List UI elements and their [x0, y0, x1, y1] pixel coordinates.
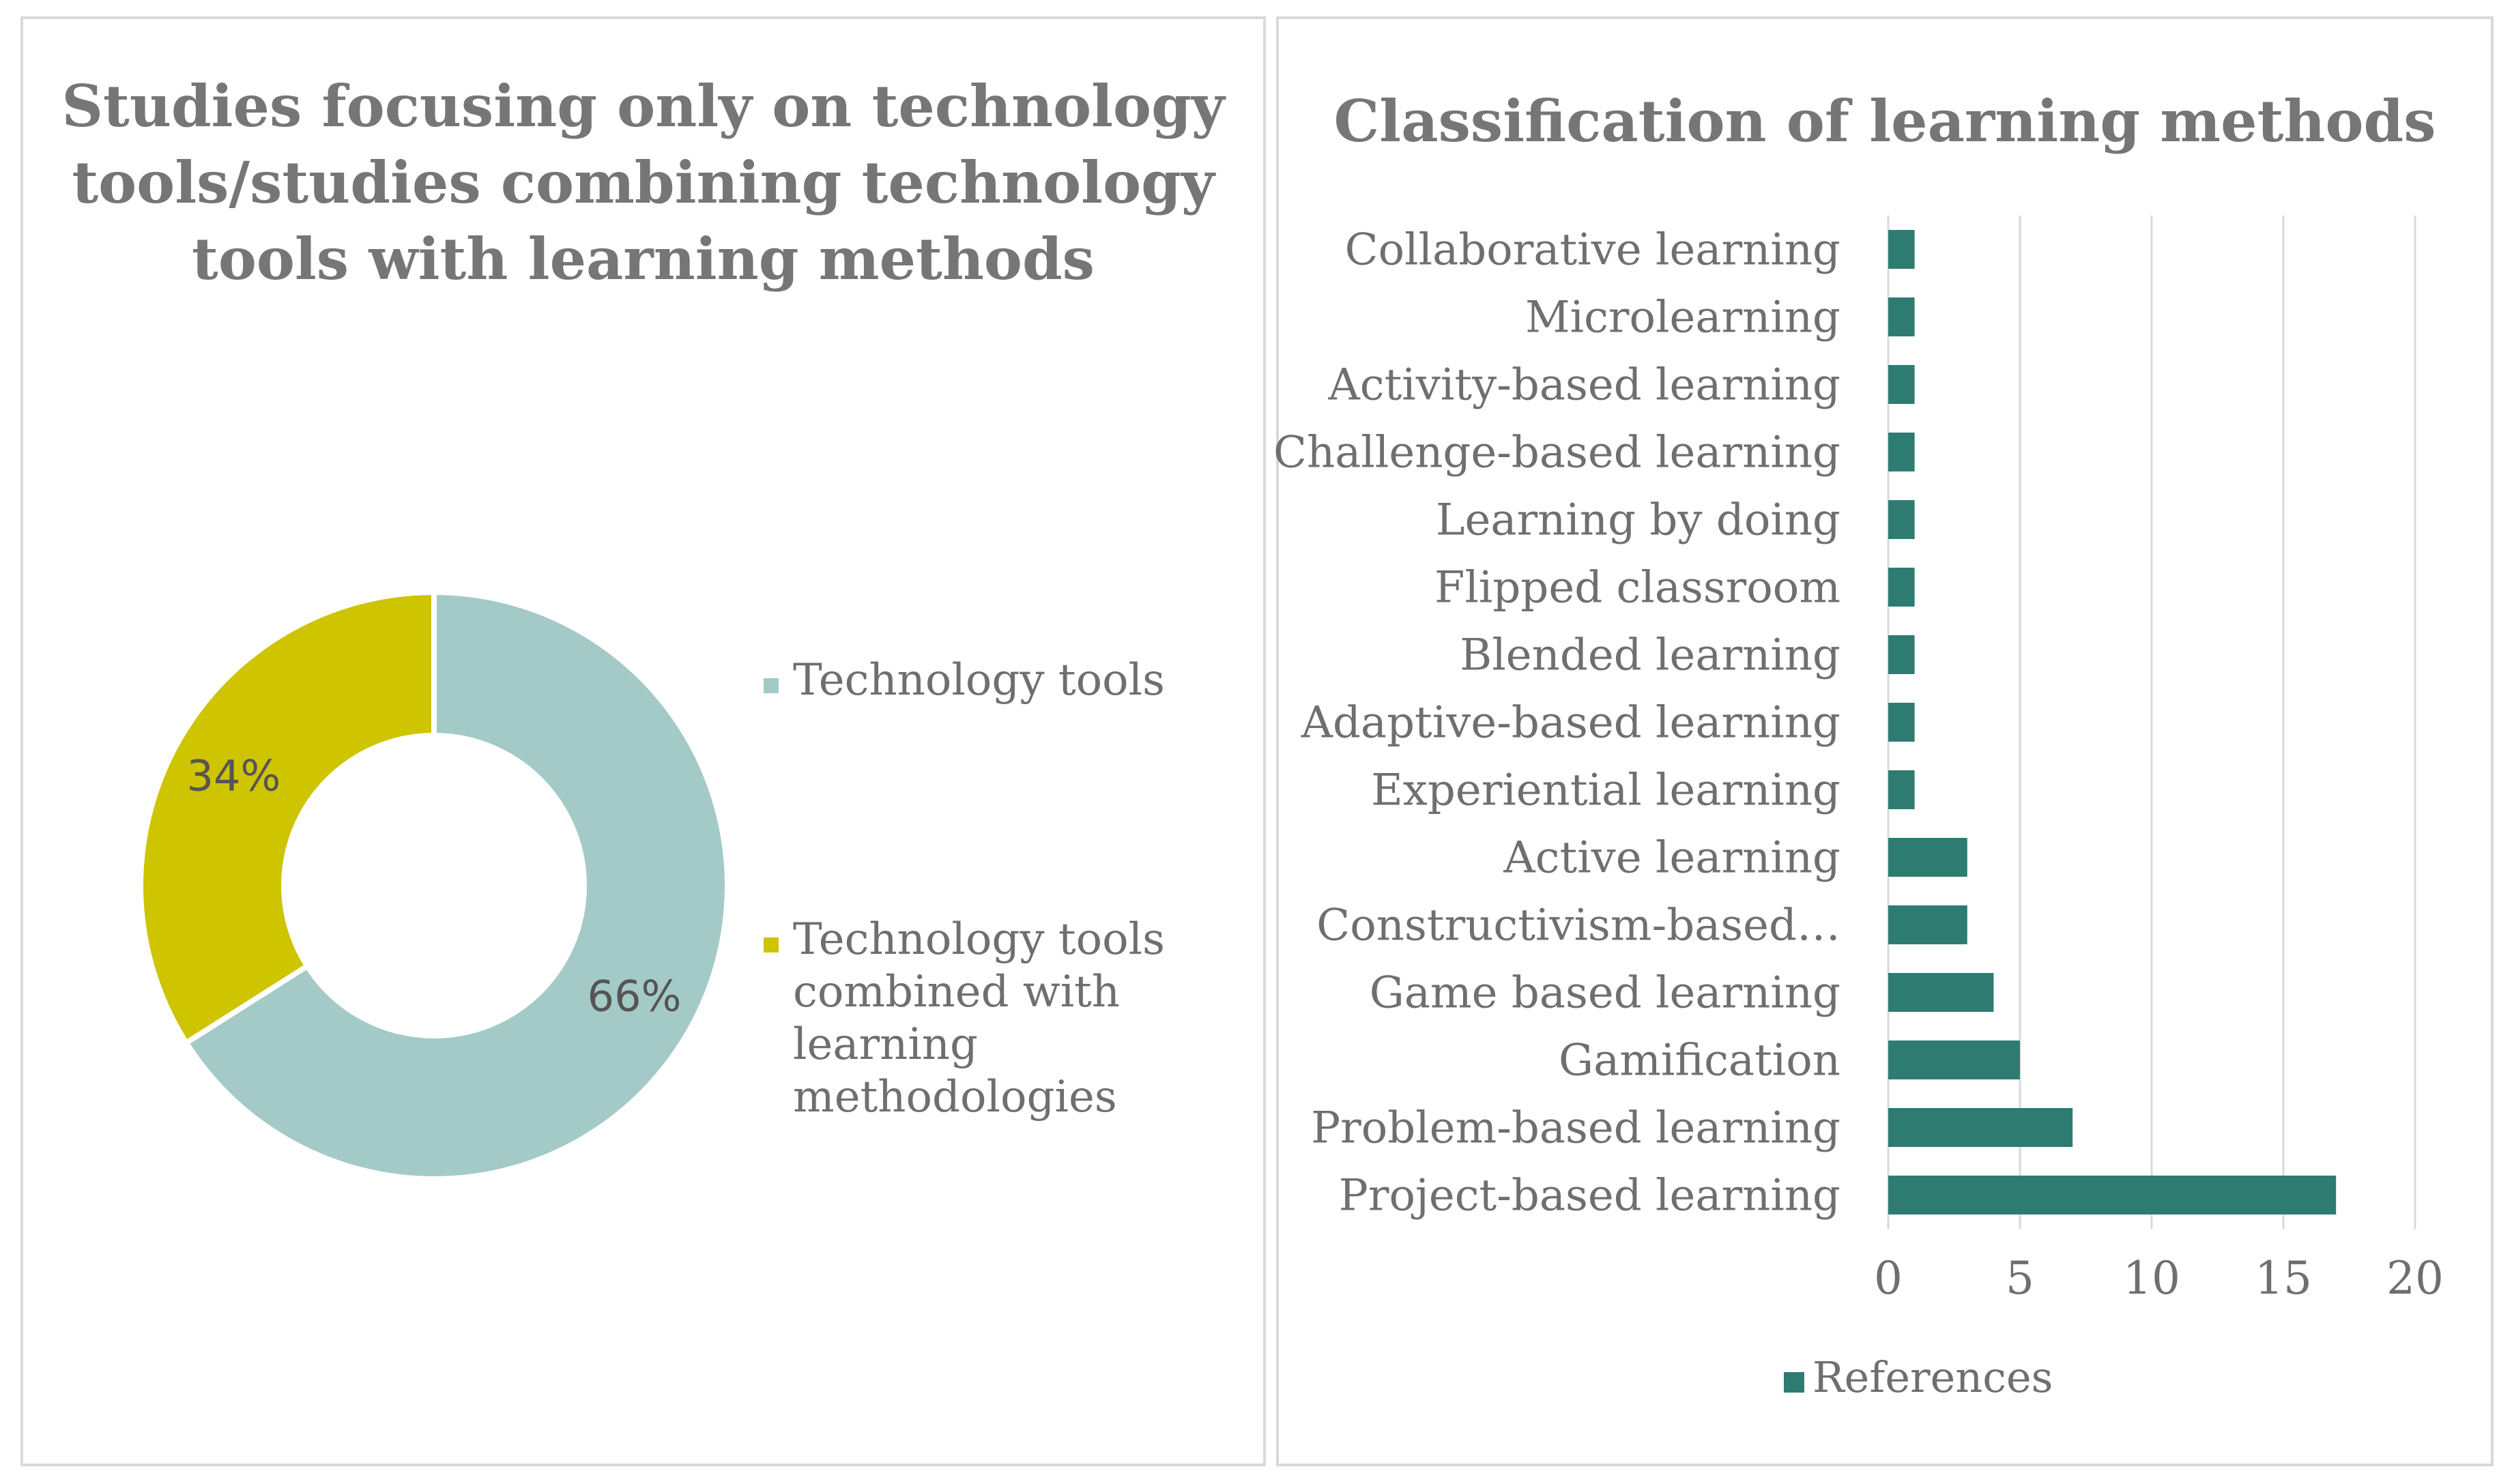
y-category-label-active-learning: Active learning — [1503, 833, 1840, 884]
x-tick-label-5: 5 — [2006, 1252, 2034, 1305]
bar-chart-title: Classification of learning methods — [1333, 87, 2436, 155]
bar-active-learning — [1888, 838, 1967, 877]
bar-problem-based-learning — [1888, 1108, 2073, 1147]
legend-label-technology-tools-combined-with-learning-methodologies: learning — [793, 1019, 978, 1070]
legend-swatch-references — [1784, 1372, 1804, 1393]
legend-label-technology-tools-combined-with-learning-methodologies: methodologies — [793, 1072, 1117, 1122]
y-category-label-adaptive-based-learning: Adaptive-based learning — [1301, 698, 1840, 748]
y-category-label-learning-by-doing: Learning by doing — [1436, 495, 1840, 546]
donut-title-line-3: tools with learning methods — [192, 225, 1095, 293]
y-category-label-blended-learning: Blended learning — [1460, 630, 1840, 681]
y-category-label-gamification: Gamification — [1559, 1036, 1840, 1086]
x-tick-label-15: 15 — [2255, 1252, 2312, 1305]
y-category-label-activity-based-learning: Activity-based learning — [1328, 360, 1841, 411]
donut-value-label-technology-tools: 66% — [588, 971, 682, 1021]
legend-label-technology-tools: Technology tools — [793, 655, 1165, 705]
legend-label-technology-tools-combined-with-learning-methodologies: Technology tools — [793, 914, 1165, 965]
bar-microlearning — [1888, 297, 1915, 336]
donut-title-line-2: tools/studies combining technology — [72, 149, 1215, 216]
donut-chart-panel: Studies focusing only on technology tool… — [20, 16, 1266, 1466]
y-category-label-constructivism-based: Constructivism-based… — [1316, 901, 1840, 951]
bar-collaborative-learning — [1888, 230, 1915, 269]
x-tick-label-0: 0 — [1874, 1252, 1903, 1305]
x-tick-label-20: 20 — [2386, 1252, 2444, 1305]
y-category-label-game-based-learning: Game based learning — [1370, 968, 1840, 1019]
y-category-label-microlearning: Microlearning — [1525, 293, 1840, 343]
y-category-label-problem-based-learning: Problem-based learning — [1311, 1103, 1840, 1154]
y-category-label-experiential-learning: Experiential learning — [1371, 766, 1840, 816]
bar-game-based-learning — [1888, 973, 1994, 1012]
bar-challenge-based-learning — [1888, 433, 1915, 471]
donut-slice-technology-tools — [182, 589, 730, 1182]
legend-swatch-technology-tools — [764, 678, 779, 693]
bar-flipped-classroom — [1888, 568, 1915, 607]
bar-adaptive-based-learning — [1888, 703, 1915, 742]
bar-constructivism-based — [1888, 905, 1967, 944]
donut-slice-technology-tools-combined-with-learning-methodologies — [138, 589, 437, 1047]
y-category-label-collaborative-learning: Collaborative learning — [1345, 225, 1840, 276]
legend-label-references: References — [1812, 1352, 2053, 1402]
legend-swatch-technology-tools-combined-with-learning-methodologies — [764, 937, 779, 952]
x-tick-label-10: 10 — [2123, 1252, 2180, 1305]
bar-chart-panel: Classification of learning methods 0 5 10 1… — [1273, 16, 2494, 1466]
donut-title-line-1: Studies focusing only on technology — [61, 72, 1225, 140]
bar-project-based-learning — [1888, 1176, 2337, 1214]
legend-label-technology-tools-combined-with-learning-methodologies: combined with — [793, 967, 1120, 1017]
bar-gamification — [1888, 1041, 2020, 1079]
bar-activity-based-learning — [1888, 365, 1915, 404]
bar-experiential-learning — [1888, 770, 1915, 809]
bar-blended-learning — [1888, 635, 1915, 674]
y-category-label-challenge-based-learning: Challenge-based learning — [1273, 428, 1840, 478]
y-category-label-flipped-classroom: Flipped classroom — [1434, 563, 1840, 613]
donut-chart-title: Studies focusing only on technology tool… — [23, 68, 1263, 297]
bar-chart: 0 5 10 15 20 Collaborative learning Microlearn… — [1273, 216, 2444, 1402]
bar-learning-by-doing — [1888, 500, 1915, 539]
donut-value-label-technology-tools-combined-with-learning-methodologies: 34% — [187, 751, 281, 801]
y-category-label-project-based-learning: Project-based learning — [1339, 1171, 1840, 1221]
